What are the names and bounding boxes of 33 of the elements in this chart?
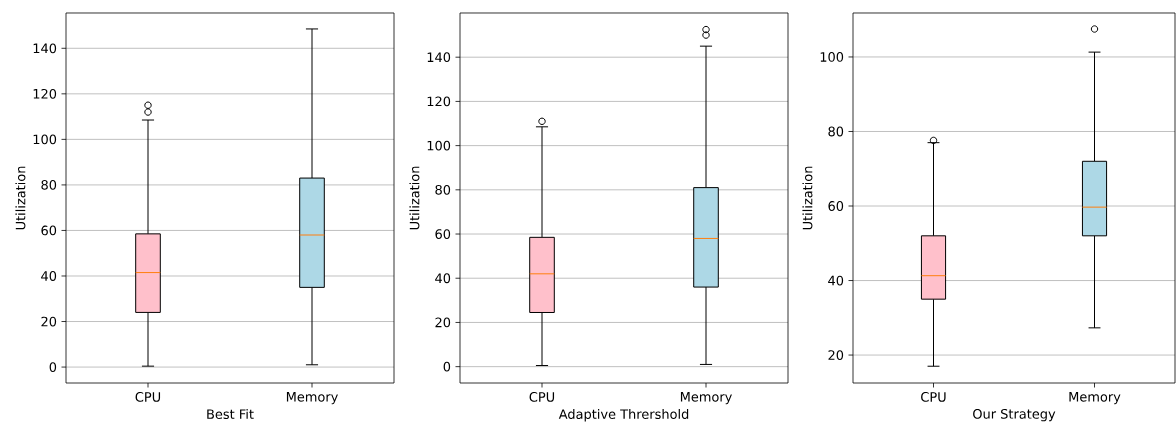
y-tick-label: 80 xyxy=(435,184,451,195)
y-tick-label: 40 xyxy=(41,271,57,281)
x-tick-label: Memory xyxy=(286,392,338,405)
y-tick-label: 120 xyxy=(33,88,57,99)
y-axis-title: Utilization xyxy=(15,166,26,230)
x-tick-label: CPU xyxy=(921,392,946,402)
x-axis-title: Adaptive Thrershold xyxy=(558,408,689,422)
y-tick-label: 20 xyxy=(41,316,57,327)
x-tick-label: CPU xyxy=(135,392,161,402)
y-tick-label: 40 xyxy=(828,275,844,286)
y-tick-label: 80 xyxy=(41,180,57,190)
y-axis-title: Utilization xyxy=(409,166,420,230)
x-tick-label: CPU xyxy=(529,392,555,402)
y-tick-label: 100 xyxy=(33,134,57,145)
x-axis-title: Best Fit xyxy=(207,408,254,420)
y-tick-label: 120 xyxy=(427,96,451,107)
y-tick-label: 140 xyxy=(33,43,57,54)
y-tick-label: 60 xyxy=(435,229,451,239)
y-tick-label: 20 xyxy=(435,317,451,328)
x-tick-label: Memory xyxy=(680,392,732,405)
y-tick-label: 20 xyxy=(828,350,844,360)
y-tick-label: 100 xyxy=(820,52,844,62)
x-axis-title: Our Strategy xyxy=(973,408,1056,422)
y-tick-label: 0 xyxy=(49,362,57,372)
y-tick-label: 40 xyxy=(435,273,451,284)
y-tick-label: 60 xyxy=(828,201,844,211)
y-tick-label: 60 xyxy=(41,225,57,236)
y-tick-label: 100 xyxy=(427,140,451,151)
y-tick-label: 140 xyxy=(427,52,451,63)
x-tick-label: Memory xyxy=(1069,392,1121,405)
y-axis-title: Utilization xyxy=(802,166,813,230)
y-tick-label: 80 xyxy=(828,126,844,137)
y-tick-label: 0 xyxy=(443,361,451,372)
